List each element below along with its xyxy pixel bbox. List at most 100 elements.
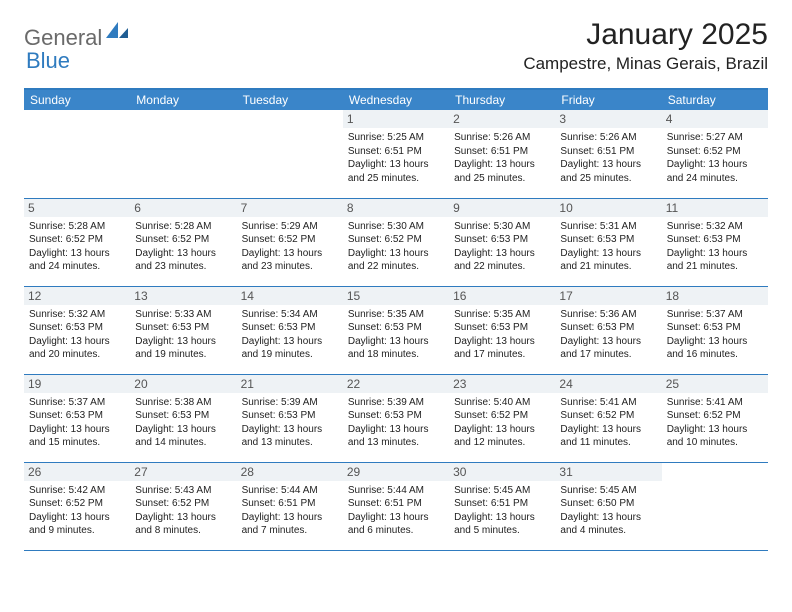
- sunset-text: Sunset: 6:53 PM: [348, 409, 444, 423]
- sunrise-text: Sunrise: 5:44 AM: [348, 484, 444, 498]
- calendar-day-cell: ..: [24, 110, 130, 198]
- day-number: 15: [343, 287, 449, 305]
- day-number: 23: [449, 375, 555, 393]
- day-details: Sunrise: 5:43 AMSunset: 6:52 PMDaylight:…: [135, 484, 231, 538]
- daylight-text-2: and 8 minutes.: [135, 524, 231, 538]
- day-details: Sunrise: 5:29 AMSunset: 6:52 PMDaylight:…: [242, 220, 338, 274]
- daylight-text-1: Daylight: 13 hours: [29, 423, 125, 437]
- daylight-text-1: Daylight: 13 hours: [454, 511, 550, 525]
- sunrise-text: Sunrise: 5:39 AM: [242, 396, 338, 410]
- calendar-day-cell: 19Sunrise: 5:37 AMSunset: 6:53 PMDayligh…: [24, 374, 130, 462]
- calendar-week-row: 26Sunrise: 5:42 AMSunset: 6:52 PMDayligh…: [24, 462, 768, 550]
- sunrise-text: Sunrise: 5:33 AM: [135, 308, 231, 322]
- daylight-text-2: and 21 minutes.: [667, 260, 763, 274]
- daylight-text-2: and 6 minutes.: [348, 524, 444, 538]
- daylight-text-1: Daylight: 13 hours: [454, 247, 550, 261]
- calendar-week-row: ......1Sunrise: 5:25 AMSunset: 6:51 PMDa…: [24, 110, 768, 198]
- sunset-text: Sunset: 6:51 PM: [348, 145, 444, 159]
- daylight-text-1: Daylight: 13 hours: [29, 247, 125, 261]
- calendar-day-cell: 20 Sunrise: 5:38 AMSunset: 6:53 PMDayligh…: [130, 374, 236, 462]
- day-number: 5: [24, 199, 130, 217]
- day-number: 21: [237, 375, 343, 393]
- weekday-header: Wednesday: [343, 89, 449, 110]
- weekday-header: Thursday: [449, 89, 555, 110]
- logo-sail-icon: [106, 22, 128, 43]
- day-details: Sunrise: 5:25 AMSunset: 6:51 PMDaylight:…: [348, 131, 444, 185]
- daylight-text-1: Daylight: 13 hours: [348, 335, 444, 349]
- sunrise-text: Sunrise: 5:30 AM: [348, 220, 444, 234]
- daylight-text-1: Daylight: 13 hours: [135, 511, 231, 525]
- daylight-text-2: and 17 minutes.: [454, 348, 550, 362]
- logo-text-a: General: [24, 25, 102, 51]
- sunset-text: Sunset: 6:52 PM: [454, 409, 550, 423]
- calendar-day-cell: 29Sunrise: 5:44 AMSunset: 6:51 PMDayligh…: [343, 462, 449, 550]
- sunrise-text: Sunrise: 5:37 AM: [29, 396, 125, 410]
- sunset-text: Sunset: 6:53 PM: [29, 409, 125, 423]
- sunset-text: Sunset: 6:52 PM: [560, 409, 656, 423]
- day-number: 31: [555, 463, 661, 481]
- daylight-text-1: Daylight: 13 hours: [29, 511, 125, 525]
- daylight-text-2: and 10 minutes.: [667, 436, 763, 450]
- calendar-day-cell: 21 Sunrise: 5:39 AMSunset: 6:53 PMDayligh…: [237, 374, 343, 462]
- daylight-text-1: Daylight: 13 hours: [454, 158, 550, 172]
- daylight-text-1: Daylight: 13 hours: [454, 335, 550, 349]
- sunset-text: Sunset: 6:52 PM: [29, 497, 125, 511]
- day-details: Sunrise: 5:35 AMSunset: 6:53 PMDaylight:…: [348, 308, 444, 362]
- daylight-text-1: Daylight: 13 hours: [667, 335, 763, 349]
- weekday-header: Monday: [130, 89, 236, 110]
- calendar-page: General January 2025 Campestre, Minas Ge…: [0, 0, 792, 569]
- day-number: 4: [662, 110, 768, 128]
- calendar-table: Sunday Monday Tuesday Wednesday Thursday…: [24, 88, 768, 551]
- day-details: Sunrise: 5:37 AMSunset: 6:53 PMDaylight:…: [667, 308, 763, 362]
- daylight-text-1: Daylight: 13 hours: [667, 158, 763, 172]
- logo-text-b: Blue: [26, 48, 70, 73]
- location-label: Campestre, Minas Gerais, Brazil: [523, 54, 768, 74]
- day-details: Sunrise: 5:44 AMSunset: 6:51 PMDaylight:…: [242, 484, 338, 538]
- weekday-header-row: Sunday Monday Tuesday Wednesday Thursday…: [24, 89, 768, 110]
- calendar-week-row: 5 Sunrise: 5:28 AMSunset: 6:52 PM Daylight…: [24, 198, 768, 286]
- day-details: Sunrise: 5:33 AMSunset: 6:53 PMDaylight:…: [135, 308, 231, 362]
- sunrise-text: Sunrise: 5:32 AM: [667, 220, 763, 234]
- weekday-header: Tuesday: [237, 89, 343, 110]
- daylight-text-1: Daylight: 13 hours: [560, 335, 656, 349]
- daylight-text-1: Daylight: 13 hours: [242, 511, 338, 525]
- calendar-day-cell: 3Sunrise: 5:26 AMSunset: 6:51 PMDaylight…: [555, 110, 661, 198]
- day-number: 20: [130, 375, 236, 393]
- daylight-text-1: Daylight: 13 hours: [242, 335, 338, 349]
- daylight-text-2: and 25 minutes.: [454, 172, 550, 186]
- daylight-text-1: Daylight: 13 hours: [667, 247, 763, 261]
- title-block: January 2025 Campestre, Minas Gerais, Br…: [523, 18, 768, 74]
- sunset-text: Sunset: 6:52 PM: [135, 233, 231, 247]
- sunrise-text: Sunrise: 5:27 AM: [667, 131, 763, 145]
- daylight-text-2: and 4 minutes.: [560, 524, 656, 538]
- daylight-text-2: and 22 minutes.: [348, 260, 444, 274]
- calendar-day-cell: ..: [130, 110, 236, 198]
- calendar-day-cell: 31Sunrise: 5:45 AMSunset: 6:50 PMDayligh…: [555, 462, 661, 550]
- day-details: Sunrise: 5:32 AMSunset: 6:53 PMDaylight:…: [29, 308, 125, 362]
- day-number: 1: [343, 110, 449, 128]
- daylight-text-2: and 7 minutes.: [242, 524, 338, 538]
- calendar-day-cell: 18Sunrise: 5:37 AMSunset: 6:53 PMDayligh…: [662, 286, 768, 374]
- sunrise-text: Sunrise: 5:28 AM: [135, 220, 231, 234]
- day-number: 2: [449, 110, 555, 128]
- sunrise-text: Sunrise: 5:44 AM: [242, 484, 338, 498]
- day-details: Sunrise: 5:38 AMSunset: 6:53 PMDaylight:…: [135, 396, 231, 450]
- calendar-day-cell: 23Sunrise: 5:40 AMSunset: 6:52 PMDayligh…: [449, 374, 555, 462]
- day-details: Sunrise: 5:39 AMSunset: 6:53 PMDaylight:…: [348, 396, 444, 450]
- day-number: 14: [237, 287, 343, 305]
- daylight-text-1: Daylight: 13 hours: [667, 423, 763, 437]
- calendar-day-cell: 5Sunrise: 5:28 AMSunset: 6:52 PMDaylight…: [24, 198, 130, 286]
- sunrise-text: Sunrise: 5:45 AM: [560, 484, 656, 498]
- daylight-text-2: and 16 minutes.: [667, 348, 763, 362]
- sunrise-text: Sunrise: 5:26 AM: [560, 131, 656, 145]
- daylight-text-2: and 22 minutes.: [454, 260, 550, 274]
- daylight-text-1: Daylight: 13 hours: [560, 423, 656, 437]
- calendar-week-row: 12Sunrise: 5:32 AMSunset: 6:53 PMDayligh…: [24, 286, 768, 374]
- day-details: Sunrise: 5:41 AMSunset: 6:52 PMDaylight:…: [560, 396, 656, 450]
- sunrise-text: Sunrise: 5:34 AM: [242, 308, 338, 322]
- daylight-text-1: Daylight: 13 hours: [242, 247, 338, 261]
- daylight-text-1: Daylight: 13 hours: [242, 423, 338, 437]
- daylight-text-1: Daylight: 13 hours: [348, 423, 444, 437]
- sunrise-text: Sunrise: 5:30 AM: [454, 220, 550, 234]
- sunset-text: Sunset: 6:53 PM: [242, 409, 338, 423]
